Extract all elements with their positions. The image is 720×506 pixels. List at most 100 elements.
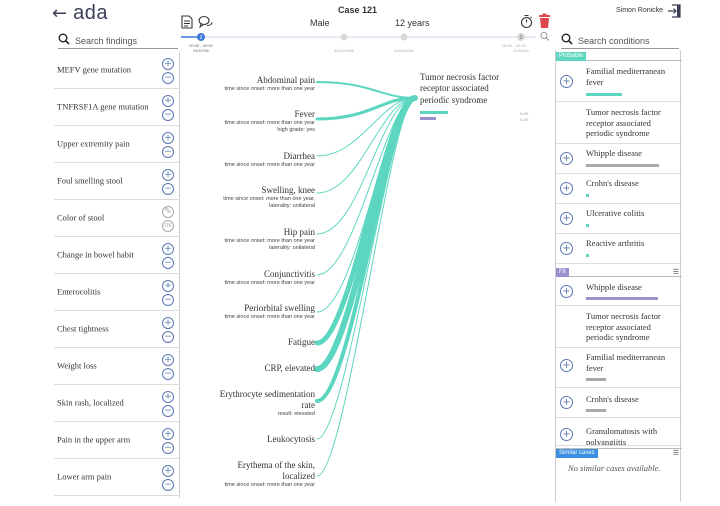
plus-circle-icon[interactable]: + xyxy=(560,242,573,255)
minus-circle-icon[interactable]: − xyxy=(162,442,174,454)
finding-item[interactable]: Pain in the upper arm + − xyxy=(54,422,180,459)
symptom-item[interactable]: Fever time since onset: more than one ye… xyxy=(225,109,316,135)
symptom-item[interactable]: CRP, elevated xyxy=(265,363,316,374)
condition-item[interactable]: + Crohn's disease xyxy=(556,174,682,204)
finding-item[interactable]: Upper extremity pain + − xyxy=(54,126,180,163)
finding-item[interactable]: Weight loss + − xyxy=(54,348,180,385)
hamburger-menu-icon[interactable]: ☰ xyxy=(672,449,679,457)
plus-circle-icon[interactable]: + xyxy=(162,317,174,329)
document-icon[interactable] xyxy=(181,15,193,34)
finding-label: Foul smelling stool xyxy=(57,175,123,186)
plus-circle-icon[interactable]: + xyxy=(162,391,174,403)
finding-item[interactable]: Chest tightness + − xyxy=(54,311,180,348)
arrow-left-icon[interactable]: ← xyxy=(52,2,68,24)
condition-item[interactable]: + Whipple disease xyxy=(556,278,682,306)
symptom-item[interactable]: Conjunctivitis time since onset: more th… xyxy=(225,269,316,287)
plus-circle-icon[interactable]: + xyxy=(162,169,174,181)
symptom-detail: time since onset: more than one year xyxy=(224,161,316,168)
minus-circle-icon[interactable]: − xyxy=(162,368,174,380)
plus-circle-icon[interactable]: + xyxy=(560,396,573,409)
minus-circle-icon[interactable]: − xyxy=(162,405,174,417)
patient-age: 12 years xyxy=(395,18,430,28)
minus-circle-icon[interactable]: − xyxy=(162,109,174,121)
finding-item[interactable]: Lower arm pain + − xyxy=(54,459,180,496)
plus-circle-icon[interactable]: + xyxy=(162,280,174,292)
condition-item[interactable]: + Familial mediterranean fever xyxy=(556,348,682,388)
minus-circle-icon[interactable]: − xyxy=(162,146,174,158)
plus-circle-icon[interactable]: + xyxy=(162,428,174,440)
condition-name: Tumor necrosis factor receptor associate… xyxy=(586,311,661,343)
symptom-item[interactable]: Diarrhea time since onset: more than one… xyxy=(225,151,316,169)
minus-circle-icon[interactable]: − xyxy=(162,257,174,269)
finding-label: Upper extremity pain xyxy=(57,138,130,149)
condition-item[interactable]: Tumor necrosis factor receptor associate… xyxy=(556,102,682,144)
logout-icon[interactable] xyxy=(668,4,681,23)
condition-item[interactable]: + Reactive arthritis xyxy=(556,234,682,264)
similar-tag: Similar cases xyxy=(556,449,598,458)
condition-item[interactable]: + Familial mediterranean fever xyxy=(556,62,682,102)
condition-name: Reactive arthritis xyxy=(586,238,645,248)
timeline[interactable]: 2 00:00 - 00:00 01/07/06 01/01/1998 01/0… xyxy=(181,30,553,55)
magnifier-icon[interactable] xyxy=(540,32,550,41)
hamburger-menu-icon[interactable]: ☰ xyxy=(672,268,679,276)
symptom-item[interactable]: Periorbital swelling time since onset: m… xyxy=(225,303,316,321)
probability-bar xyxy=(586,164,659,167)
ok-circle-icon[interactable]: OK xyxy=(162,220,174,232)
symptom-item[interactable]: Erythema of the skin, localized time sin… xyxy=(205,460,316,489)
symptom-detail: time since onset: more than one year xyxy=(224,237,316,244)
conditions-search[interactable]: Search conditions xyxy=(561,33,679,49)
minus-circle-icon[interactable]: − xyxy=(162,331,174,343)
stopwatch-icon[interactable] xyxy=(520,14,533,34)
symptom-item[interactable]: Hip pain time since onset: more than one… xyxy=(225,227,316,253)
minus-circle-icon[interactable]: − xyxy=(162,183,174,195)
finding-item[interactable]: TNFRSF1A gene mutation + − xyxy=(54,89,180,126)
plus-circle-icon[interactable]: + xyxy=(560,182,573,195)
symptom-item[interactable]: Swelling, knee time since onset: more th… xyxy=(223,185,315,211)
symptom-item[interactable]: Abdominal pain time since onset: more th… xyxy=(225,75,316,93)
finding-item[interactable]: MEFV gene mutation + − xyxy=(54,52,180,89)
plus-circle-icon[interactable]: + xyxy=(162,58,174,70)
finding-item[interactable]: Enterocolitis + − xyxy=(54,274,180,311)
fit-bar xyxy=(586,409,606,412)
finding-item[interactable]: Change in bowel habit + − xyxy=(54,237,180,274)
plus-circle-icon[interactable]: + xyxy=(560,75,573,88)
conditions-search-input[interactable]: Search conditions xyxy=(578,35,650,46)
symptom-item[interactable]: Erythrocyte sedimentation rate result: e… xyxy=(205,389,315,418)
plus-circle-icon[interactable]: + xyxy=(162,354,174,366)
timeline-badge: 2 xyxy=(200,35,203,41)
edit-circle-icon[interactable]: ✎ xyxy=(162,206,174,218)
condition-item[interactable]: + Ulcerative colitis xyxy=(556,204,682,234)
center-condition-name[interactable]: Tumor necrosis factor receptor associate… xyxy=(420,72,500,105)
finding-item[interactable]: Skin rash, localized + − xyxy=(54,385,180,422)
probability-bar xyxy=(586,254,589,257)
minus-circle-icon[interactable]: − xyxy=(162,294,174,306)
link-line xyxy=(316,97,416,157)
condition-item[interactable]: + Crohn's disease xyxy=(556,388,682,418)
condition-item[interactable]: Tumor necrosis factor receptor associate… xyxy=(556,306,682,348)
symptom-item[interactable]: Leukocytosis xyxy=(267,434,315,445)
symptom-detail: laterality: unilateral xyxy=(269,203,315,210)
symptom-item[interactable]: Fatigue xyxy=(288,337,315,348)
plus-circle-icon[interactable]: + xyxy=(162,465,174,477)
plus-circle-icon[interactable]: + xyxy=(162,243,174,255)
plus-circle-icon[interactable]: + xyxy=(162,95,174,107)
chat-bubbles-icon[interactable] xyxy=(198,15,213,34)
finding-item[interactable]: Foul smelling stool + − xyxy=(54,163,180,200)
plus-circle-icon[interactable]: + xyxy=(560,359,573,372)
plus-circle-icon[interactable]: + xyxy=(162,132,174,144)
probability-value: 0.0H xyxy=(520,111,529,116)
minus-circle-icon[interactable]: − xyxy=(162,479,174,491)
condition-item[interactable]: + Whipple disease xyxy=(556,144,682,174)
condition-item[interactable]: + Granulomatosis with polyangiitis xyxy=(556,418,682,446)
plus-circle-icon[interactable]: + xyxy=(560,152,573,165)
plus-circle-icon[interactable]: + xyxy=(560,428,573,441)
fit-bar xyxy=(586,297,658,300)
plus-circle-icon[interactable]: + xyxy=(560,212,573,225)
trash-icon[interactable] xyxy=(538,13,551,34)
finding-label: Chest tightness xyxy=(57,323,109,334)
findings-search[interactable]: Search findings xyxy=(58,33,178,49)
minus-circle-icon[interactable]: − xyxy=(162,72,174,84)
finding-item[interactable]: Color of stool ✎ OK xyxy=(54,200,180,237)
plus-circle-icon[interactable]: + xyxy=(560,285,573,298)
findings-search-input[interactable]: Search findings xyxy=(75,35,138,46)
